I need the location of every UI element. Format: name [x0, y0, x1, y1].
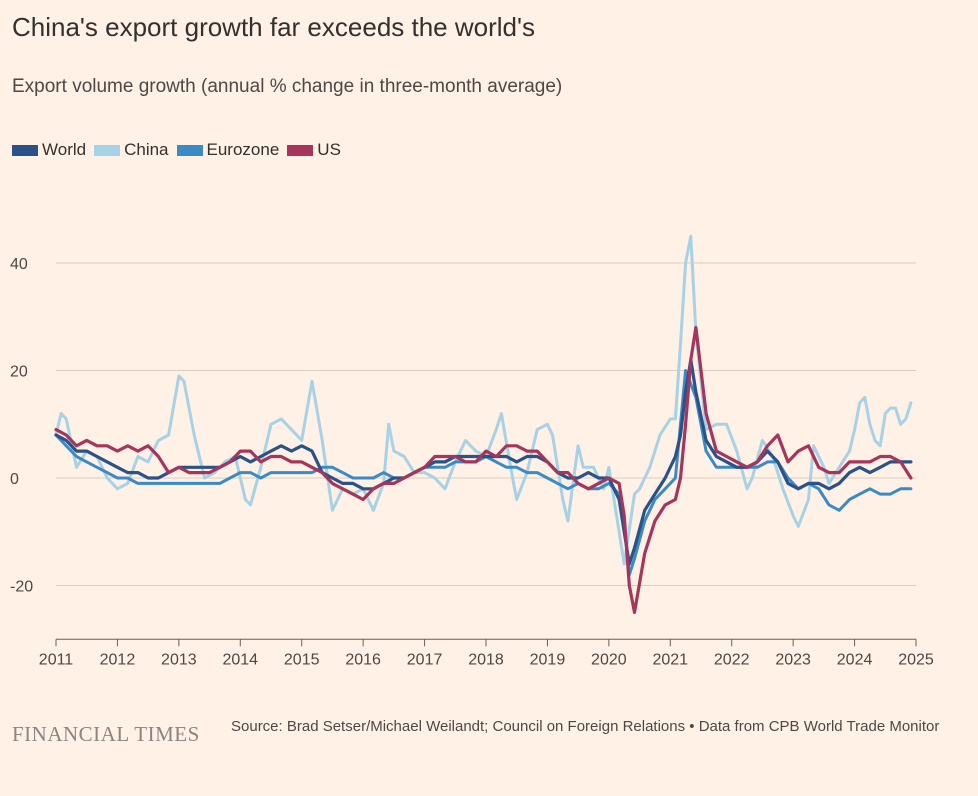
x-tick-label: 2023 [775, 651, 811, 668]
legend-swatch-us [287, 144, 314, 156]
x-tick-label: 2013 [161, 651, 197, 668]
legend-swatch-china [94, 144, 121, 156]
y-tick-label: 20 [10, 364, 28, 381]
x-tick-label: 2011 [39, 651, 74, 668]
line-chart: 40 20 0 -20 2011 2012 2013 2014 2015 2016 2017 2018… [10, 234, 934, 668]
y-tick-label: 0 [10, 471, 19, 488]
legend-label-world: World [42, 140, 87, 159]
legend-label-china: China [124, 140, 169, 159]
x-tick-label: 2020 [591, 651, 627, 668]
x-tick-label: 2025 [898, 651, 934, 668]
x-tick-label: 2012 [100, 651, 136, 668]
legend-item-eurozone: Eurozone [176, 140, 280, 160]
legend-swatch-world [12, 144, 38, 156]
y-tick-label: 40 [10, 256, 28, 273]
ft-logo: FINANCIAL TIMES [12, 722, 200, 746]
legend-item-world: World [12, 140, 86, 160]
source-note: Source: Brad Setser/Michael Weilandt; Co… [231, 718, 940, 735]
x-tick-label: 2014 [222, 651, 258, 668]
legend-item-china: China [94, 140, 169, 160]
x-tick-label: 2017 [407, 651, 443, 668]
x-tick-label: 2018 [468, 651, 504, 668]
legend-swatch-eurozone [176, 144, 203, 156]
x-tick-label: 2015 [284, 651, 320, 668]
legend-item-us: US [287, 140, 341, 160]
x-tick-label: 2016 [345, 651, 381, 668]
series-line-eurozone [54, 369, 913, 577]
x-tick-label: 2019 [530, 651, 566, 668]
x-tick-label: 2021 [652, 651, 688, 668]
legend-label-us: US [317, 140, 341, 159]
legend-label-eurozone: Eurozone [206, 140, 280, 159]
chart-subtitle: Export volume growth (annual % change in… [12, 76, 563, 97]
x-tick-label: 2024 [837, 651, 873, 668]
series-line-china [54, 234, 913, 566]
series-line-us [54, 325, 913, 614]
legend: World China Eurozone US [12, 140, 349, 160]
chart-title: China's export growth far exceeds the wo… [12, 12, 535, 42]
y-tick-label: -20 [10, 579, 33, 596]
x-tick-label: 2022 [714, 651, 750, 668]
